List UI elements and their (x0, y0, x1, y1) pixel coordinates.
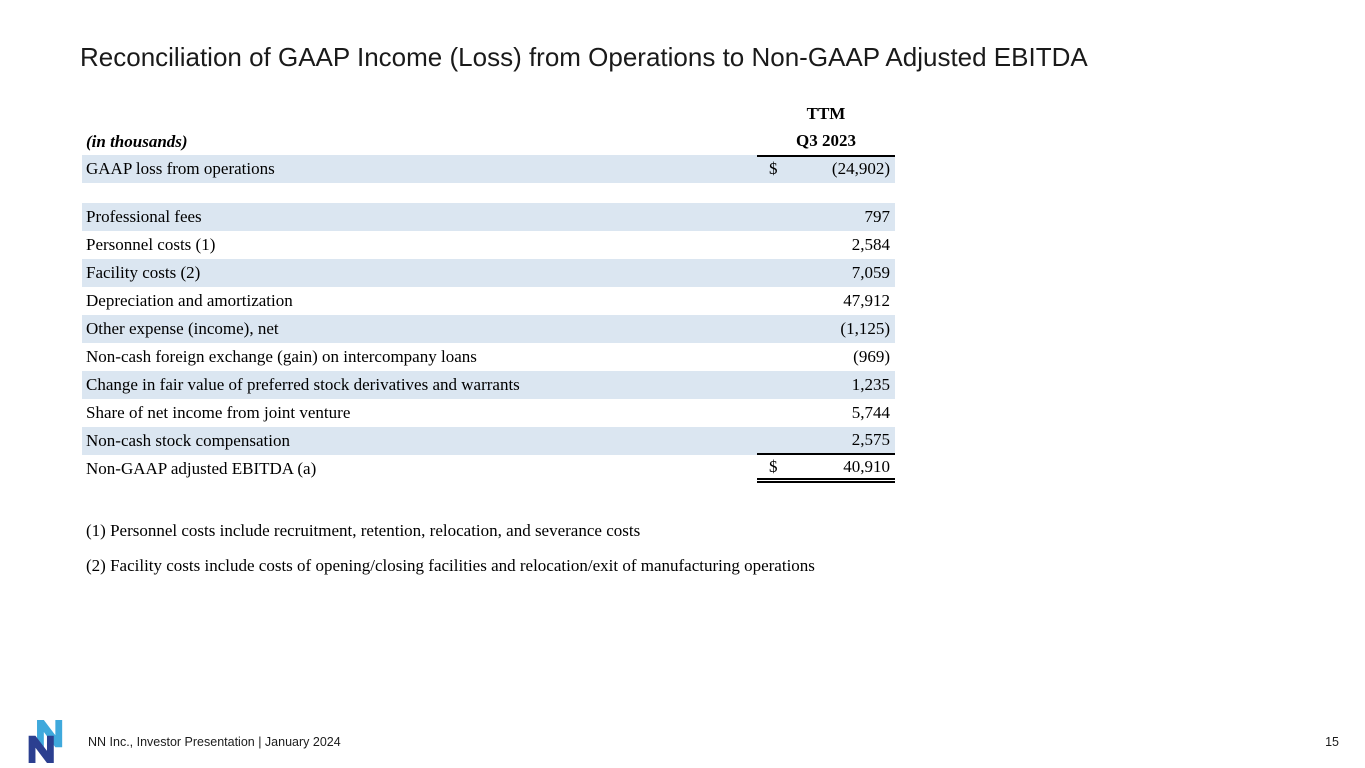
logo-dark-n (28, 735, 54, 763)
table-gap (82, 183, 895, 203)
row-value: (969) (853, 347, 890, 366)
footer-text: NN Inc., Investor Presentation | January… (88, 735, 341, 749)
row-label: Depreciation and amortization (86, 291, 293, 310)
row-value: 7,059 (851, 263, 890, 282)
row-label: Other expense (income), net (86, 319, 279, 338)
row-value: 2,575 (851, 430, 890, 449)
row-value-cell: 2,575 (757, 427, 895, 455)
row-value-cell: 47,912 (757, 287, 895, 315)
table-row-gaap-loss: GAAP loss from operations $ (24,902) (82, 155, 895, 183)
logo-light-n (37, 720, 63, 748)
row-label: Share of net income from joint venture (86, 403, 351, 422)
column-header-ttm: TTM (806, 104, 846, 123)
row-value: 47,912 (843, 291, 890, 310)
table-row-personnel-costs: Personnel costs (1) 2,584 (82, 231, 895, 259)
currency-symbol: $ (769, 456, 778, 476)
table-header: (in thousands) TTM Q3 2023 (82, 100, 895, 157)
table-row-professional-fees: Professional fees 797 (82, 203, 895, 231)
row-label: GAAP loss from operations (86, 159, 275, 178)
row-value: 797 (864, 207, 891, 226)
row-label: Professional fees (86, 207, 202, 226)
row-value-cell: $ 40,910 (757, 455, 895, 483)
currency-symbol: $ (769, 159, 778, 178)
row-value: 40,910 (843, 456, 890, 476)
row-value-cell: 5,744 (757, 399, 895, 427)
row-label: Change in fair value of preferred stock … (86, 375, 520, 394)
row-value-cell: 7,059 (757, 259, 895, 287)
nn-logo-icon (28, 720, 63, 763)
table-row-adjusted-ebitda-total: Non-GAAP adjusted EBITDA (a) $ 40,910 (82, 455, 895, 483)
row-label: Non-cash foreign exchange (gain) on inte… (86, 347, 477, 366)
row-label: Non-GAAP adjusted EBITDA (a) (86, 459, 317, 478)
table-row-other-expense: Other expense (income), net (1,125) (82, 315, 895, 343)
page-title: Reconciliation of GAAP Income (Loss) fro… (80, 42, 1088, 72)
row-label: Facility costs (2) (86, 263, 201, 282)
table-row-depreciation-amortization: Depreciation and amortization 47,912 (82, 287, 895, 315)
footnotes: (1) Personnel costs include recruitment,… (86, 520, 815, 590)
row-value-cell: 797 (757, 203, 895, 231)
row-label: Non-cash stock compensation (86, 431, 290, 450)
row-value-cell: 2,584 (757, 231, 895, 259)
table-row-fair-value-change: Change in fair value of preferred stock … (82, 371, 895, 399)
row-value: (1,125) (840, 319, 890, 338)
column-header-period: Q3 2023 (796, 131, 856, 150)
row-value-cell: $ (24,902) (757, 155, 895, 183)
row-value-cell: 1,235 (757, 371, 895, 399)
units-note: (in thousands) (86, 132, 188, 151)
row-value: 2,584 (851, 235, 890, 254)
table-row-fx-gain: Non-cash foreign exchange (gain) on inte… (82, 343, 895, 371)
footnote-2: (2) Facility costs include costs of open… (86, 556, 815, 575)
table-row-stock-compensation: Non-cash stock compensation 2,575 (82, 427, 895, 455)
row-value: 1,235 (851, 375, 890, 394)
page-number: 15 (1325, 735, 1339, 749)
reconciliation-table: (in thousands) TTM Q3 2023 GAAP loss fro… (82, 100, 895, 483)
table-row-joint-venture: Share of net income from joint venture 5… (82, 399, 895, 427)
footnote-1: (1) Personnel costs include recruitment,… (86, 521, 641, 540)
row-label: Personnel costs (1) (86, 235, 216, 254)
row-value-cell: (969) (757, 343, 895, 371)
row-value: (24,902) (831, 159, 890, 178)
row-value-cell: (1,125) (757, 315, 895, 343)
value-column-header: TTM Q3 2023 (757, 100, 895, 157)
row-value: 5,744 (851, 403, 890, 422)
table-row-facility-costs: Facility costs (2) 7,059 (82, 259, 895, 287)
